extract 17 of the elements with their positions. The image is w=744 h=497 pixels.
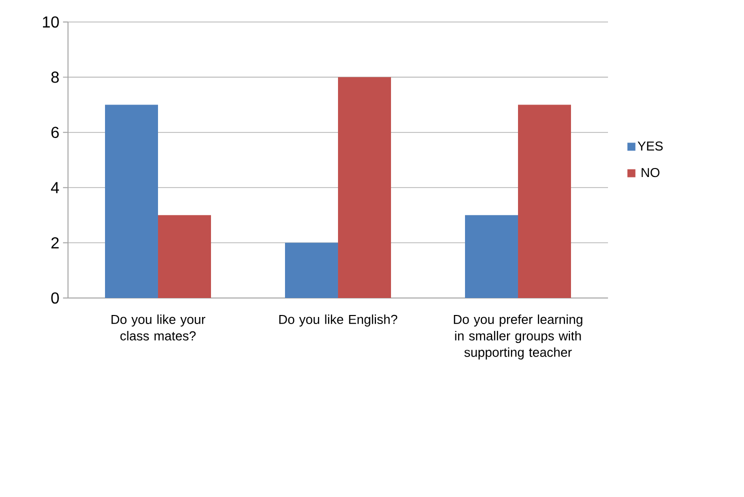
bar — [158, 215, 212, 298]
y-tick-label: 0 — [51, 292, 59, 304]
bar — [338, 77, 392, 298]
x-tick-label: Do you like your class mates? — [112, 314, 206, 340]
bar — [285, 242, 338, 298]
y-tick-label: 4 — [50, 182, 60, 194]
legend-label: YES — [638, 141, 663, 151]
bar — [105, 104, 158, 298]
legend-label: NO — [642, 168, 660, 178]
y-tick-label: 10 — [42, 16, 59, 28]
x-tick-label: Do you prefer learning in smaller groups with supporting teacher — [454, 314, 582, 360]
bar — [465, 215, 518, 298]
bar — [518, 104, 572, 298]
x-tick-label: Do you like English? — [279, 314, 398, 327]
y-tick-label: 6 — [51, 126, 59, 138]
y-tick-label: 8 — [51, 72, 59, 83]
y-tick-label: 2 — [51, 237, 59, 248]
